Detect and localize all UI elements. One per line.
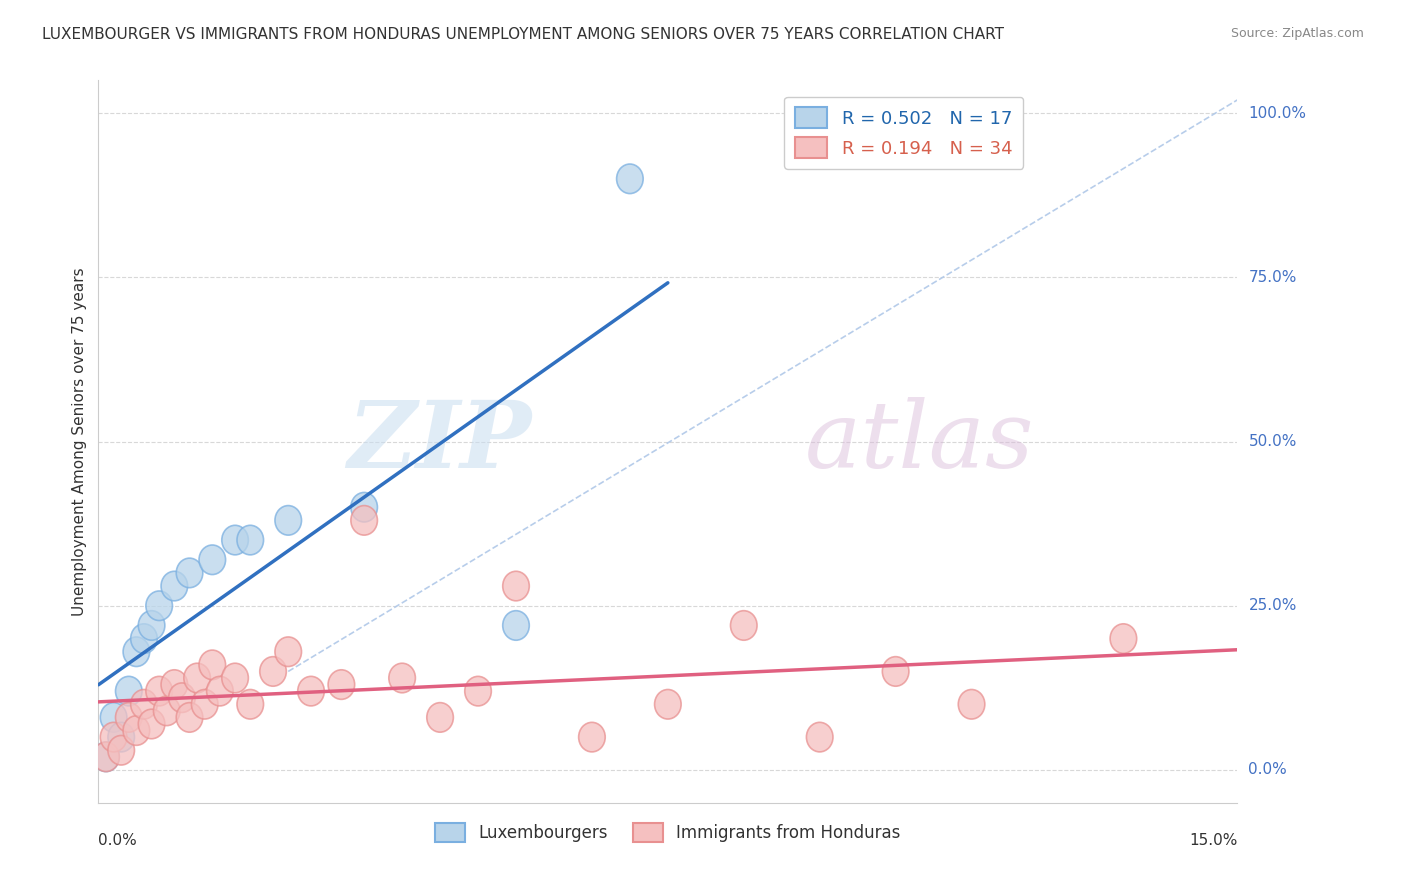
Ellipse shape — [146, 676, 173, 706]
Ellipse shape — [200, 650, 225, 680]
Ellipse shape — [238, 690, 263, 719]
Ellipse shape — [222, 664, 249, 693]
Text: 100.0%: 100.0% — [1249, 105, 1306, 120]
Ellipse shape — [389, 664, 415, 693]
Ellipse shape — [298, 676, 325, 706]
Ellipse shape — [807, 723, 832, 752]
Ellipse shape — [93, 742, 120, 772]
Ellipse shape — [617, 164, 643, 194]
Ellipse shape — [169, 683, 195, 713]
Ellipse shape — [131, 690, 157, 719]
Ellipse shape — [222, 525, 249, 555]
Ellipse shape — [162, 571, 187, 601]
Ellipse shape — [238, 525, 263, 555]
Ellipse shape — [276, 506, 301, 535]
Ellipse shape — [276, 637, 301, 666]
Ellipse shape — [579, 723, 605, 752]
Ellipse shape — [138, 709, 165, 739]
Text: 75.0%: 75.0% — [1249, 270, 1296, 285]
Ellipse shape — [207, 676, 233, 706]
Ellipse shape — [260, 657, 287, 686]
Ellipse shape — [115, 703, 142, 732]
Ellipse shape — [184, 664, 211, 693]
Ellipse shape — [138, 611, 165, 640]
Ellipse shape — [146, 591, 173, 621]
Ellipse shape — [655, 690, 681, 719]
Ellipse shape — [328, 670, 354, 699]
Ellipse shape — [503, 611, 529, 640]
Ellipse shape — [93, 742, 120, 772]
Ellipse shape — [108, 723, 135, 752]
Text: ZIP: ZIP — [347, 397, 531, 486]
Ellipse shape — [959, 690, 984, 719]
Ellipse shape — [200, 545, 225, 574]
Y-axis label: Unemployment Among Seniors over 75 years: Unemployment Among Seniors over 75 years — [72, 268, 87, 615]
Text: Source: ZipAtlas.com: Source: ZipAtlas.com — [1230, 27, 1364, 40]
Legend: Luxembourgers, Immigrants from Honduras: Luxembourgers, Immigrants from Honduras — [429, 816, 907, 848]
Ellipse shape — [465, 676, 491, 706]
Ellipse shape — [191, 690, 218, 719]
Ellipse shape — [108, 736, 135, 765]
Ellipse shape — [153, 696, 180, 725]
Text: 25.0%: 25.0% — [1249, 599, 1296, 613]
Ellipse shape — [131, 624, 157, 653]
Ellipse shape — [427, 703, 453, 732]
Text: atlas: atlas — [804, 397, 1033, 486]
Ellipse shape — [503, 571, 529, 601]
Text: LUXEMBOURGER VS IMMIGRANTS FROM HONDURAS UNEMPLOYMENT AMONG SENIORS OVER 75 YEAR: LUXEMBOURGER VS IMMIGRANTS FROM HONDURAS… — [42, 27, 1004, 42]
Text: 0.0%: 0.0% — [98, 833, 138, 848]
Ellipse shape — [162, 670, 187, 699]
Ellipse shape — [352, 506, 377, 535]
Text: 50.0%: 50.0% — [1249, 434, 1296, 449]
Ellipse shape — [124, 637, 149, 666]
Text: 0.0%: 0.0% — [1249, 763, 1286, 778]
Ellipse shape — [100, 703, 127, 732]
Ellipse shape — [124, 715, 149, 746]
Ellipse shape — [883, 657, 908, 686]
Ellipse shape — [352, 492, 377, 522]
Ellipse shape — [1111, 624, 1136, 653]
Ellipse shape — [731, 611, 756, 640]
Ellipse shape — [176, 558, 202, 588]
Text: 15.0%: 15.0% — [1189, 833, 1237, 848]
Ellipse shape — [115, 676, 142, 706]
Ellipse shape — [100, 723, 127, 752]
Ellipse shape — [176, 703, 202, 732]
